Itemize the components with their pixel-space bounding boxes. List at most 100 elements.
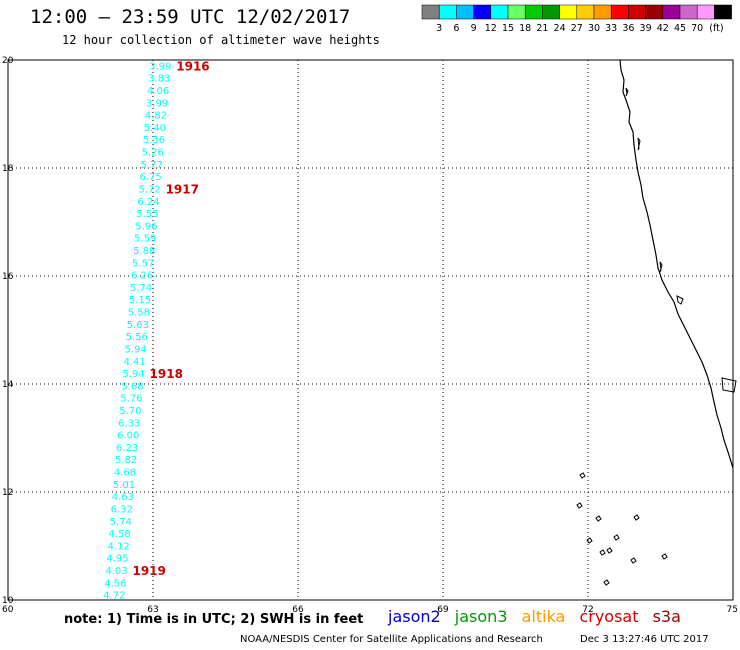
swh-value-label: 5.56 — [126, 332, 148, 343]
satellite-jason3: jason3 — [454, 607, 508, 626]
swh-value-label: 3.99 — [149, 61, 171, 72]
swh-value-label: 5.82 — [115, 455, 137, 466]
chart-subtitle: 12 hour collection of altimeter wave hei… — [62, 33, 380, 47]
swh-value-label: 6.33 — [118, 418, 140, 429]
swh-value-label: 5.88 — [133, 246, 155, 257]
swh-value-label: 5.36 — [143, 135, 165, 146]
swh-value-label: 4.72 — [103, 591, 125, 602]
swh-value-label: 6.00 — [117, 431, 139, 442]
island-outline — [603, 579, 610, 586]
swh-value-label: 6.26 — [131, 271, 153, 282]
legend-label: 33 — [605, 23, 617, 34]
satellite-legend: jason2 jason3 altika cryosat s3a — [388, 607, 690, 626]
footer-timestamp: Dec 3 13:27:46 UTC 2017 — [580, 634, 709, 645]
swh-value-label: 4.82 — [145, 111, 167, 122]
swh-value-label: 5.01 — [113, 480, 135, 491]
legend-label: (ft) — [709, 23, 723, 34]
swh-value-label: 5.63 — [127, 320, 149, 331]
legend-label: 27 — [571, 23, 583, 34]
swh-value-label: 5.40 — [144, 123, 166, 134]
y-tick-label: 10 — [2, 596, 14, 606]
y-tick-label: 20 — [2, 56, 14, 66]
legend-label: 45 — [674, 23, 686, 34]
island-outline — [579, 472, 586, 479]
swh-value-label: 4.06 — [147, 86, 169, 97]
swh-value-label: 5.58 — [128, 308, 150, 319]
satellite-altika: altika — [521, 607, 566, 626]
swh-value-label: 5.96 — [135, 221, 157, 232]
island-outline — [659, 261, 663, 273]
swh-value-label: 4.58 — [109, 529, 131, 540]
swh-value-label: 4.56 — [104, 578, 126, 589]
time-label: 1918 — [150, 367, 183, 381]
time-label: 1916 — [176, 59, 209, 73]
legend-label: 21 — [536, 23, 548, 34]
legend-label: 12 — [485, 23, 497, 34]
swh-value-label: 5.70 — [119, 406, 141, 417]
legend-label: 24 — [554, 23, 566, 34]
island-outline — [613, 534, 620, 541]
time-label: 1917 — [166, 182, 199, 196]
y-tick-label: 14 — [2, 380, 14, 390]
swh-value-label: 5.57 — [132, 258, 154, 269]
swh-value-label: 5.94 — [125, 344, 147, 355]
x-tick-label: 75 — [727, 605, 738, 615]
legend-label: 6 — [453, 23, 459, 34]
island-outline — [637, 137, 641, 151]
chart-title: 12:00 – 23:59 UTC 12/02/2017 — [30, 6, 351, 28]
legend-label: 15 — [502, 23, 514, 34]
footer: NOAA/NESDIS Center for Satellite Applica… — [240, 634, 709, 645]
swh-value-label: 5.76 — [120, 394, 142, 405]
satellite-s3a: s3a — [652, 607, 681, 626]
x-tick-label: 60 — [2, 605, 14, 615]
y-tick-label: 18 — [2, 164, 14, 174]
swh-value-label: 6.23 — [116, 443, 138, 454]
plot-frame — [7, 59, 734, 601]
island-outline — [721, 377, 737, 393]
island-outline — [586, 537, 593, 544]
y-tick-label: 16 — [2, 272, 14, 282]
swh-value-label: 5.68 — [121, 381, 143, 392]
swh-value-label: 5.72 — [138, 184, 160, 195]
island-outline — [576, 502, 583, 509]
legend-swatch — [714, 4, 732, 20]
legend-label: 3 — [436, 23, 442, 34]
island-outline — [599, 549, 606, 556]
island-outline — [606, 547, 613, 554]
legend-label: 30 — [588, 23, 600, 34]
island-outline — [676, 295, 684, 305]
swh-value-label: 4.68 — [114, 468, 136, 479]
x-tick-label: 63 — [147, 605, 158, 615]
legend-label: 9 — [471, 23, 477, 34]
swh-value-label: 5.77 — [141, 160, 163, 171]
swh-value-label: 4.03 — [105, 566, 127, 577]
swh-value-label: 5.15 — [129, 295, 151, 306]
footer-credit: NOAA/NESDIS Center for Satellite Applica… — [240, 634, 543, 645]
x-tick-label: 66 — [292, 605, 304, 615]
chart-note: note: 1) Time is in UTC; 2) SWH is in fe… — [64, 612, 364, 627]
island-outline — [661, 553, 668, 560]
color-legend: 3 6 9 12 15 18 21 24 27 30 33 36 39 42 45 70 (ft) — [421, 4, 732, 34]
swh-value-label: 5.55 — [136, 209, 158, 220]
swh-value-label: 5.94 — [122, 369, 144, 380]
swh-value-label: 6.24 — [137, 197, 159, 208]
swh-value-label: 5.59 — [134, 234, 156, 245]
swh-value-label: 4.95 — [106, 554, 128, 565]
swh-value-label: 4.12 — [107, 541, 129, 552]
swh-value-label: 5.74 — [110, 517, 132, 528]
swh-value-label: 5.26 — [142, 148, 164, 159]
x-tick-label: 69 — [437, 605, 449, 615]
legend-label: 70 — [691, 23, 703, 34]
legend-label: 39 — [640, 23, 652, 34]
swh-value-label: 5.74 — [130, 283, 152, 294]
swh-value-label: 4.63 — [112, 492, 134, 503]
island-outline — [633, 514, 640, 521]
coastline — [619, 59, 734, 469]
island-outline — [625, 87, 629, 97]
island-outline — [630, 557, 637, 564]
time-label: 1919 — [132, 564, 165, 578]
swh-value-label: 6.75 — [140, 172, 162, 183]
x-tick-label: 72 — [582, 605, 593, 615]
swh-value-label: 3.99 — [146, 98, 168, 109]
